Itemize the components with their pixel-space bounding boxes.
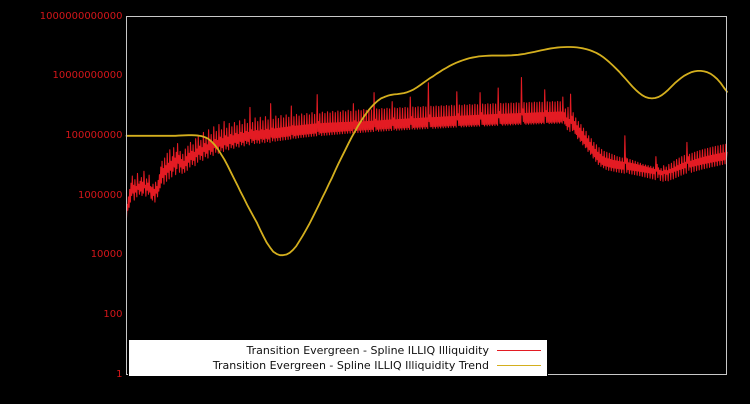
chart-legend: Transition Evergreen - Spline ILLIQ Illi… bbox=[128, 339, 548, 377]
legend-line-sample bbox=[497, 350, 541, 351]
plot-frame bbox=[126, 16, 727, 375]
y-axis-tick-label: 100000000 bbox=[65, 129, 123, 141]
y-axis-tick-label: 100 bbox=[103, 308, 123, 320]
y-axis-tick-label: 1000000 bbox=[77, 189, 123, 201]
legend-item: Transition Evergreen - Spline ILLIQ Illi… bbox=[135, 343, 541, 358]
series-line-illiquidity-trend bbox=[125, 46, 728, 257]
y-axis-tick-label: 10000 bbox=[90, 249, 123, 261]
y-axis-tick-label: 1000000000000 bbox=[39, 10, 123, 22]
legend-line-sample bbox=[497, 365, 541, 366]
series-line-illiquidity bbox=[125, 76, 728, 219]
series-group bbox=[125, 46, 728, 257]
legend-label: Transition Evergreen - Spline ILLIQ Illi… bbox=[212, 359, 489, 372]
legend-label: Transition Evergreen - Spline ILLIQ Illi… bbox=[246, 344, 489, 357]
legend-item: Transition Evergreen - Spline ILLIQ Illi… bbox=[135, 358, 541, 373]
y-axis-tick-label: 1 bbox=[116, 368, 123, 380]
y-axis-tick-label: 10000000000 bbox=[52, 70, 123, 82]
